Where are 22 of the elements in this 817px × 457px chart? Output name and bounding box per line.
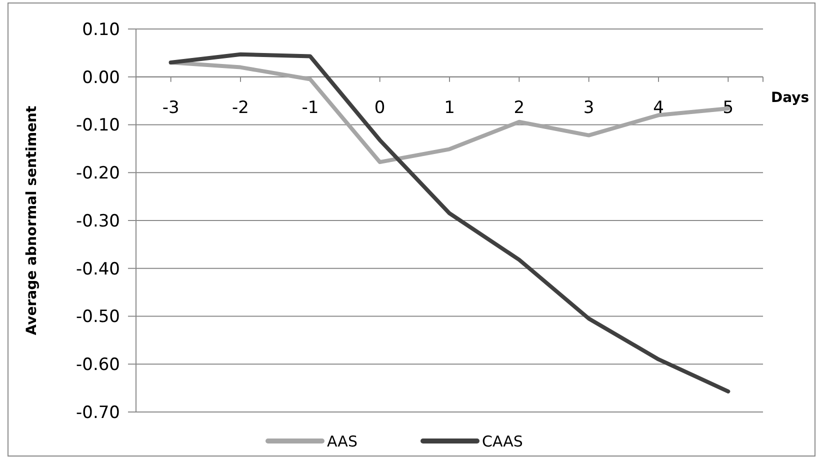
x-tick-label: -1 [302, 98, 319, 118]
x-tick-label: 0 [374, 98, 386, 118]
x-tick-label: 3 [583, 98, 594, 118]
legend-label: CAAS [482, 432, 523, 450]
y-tick-label: -0.50 [76, 307, 120, 328]
x-tick-label: 2 [514, 98, 525, 118]
y-tick-label: -0.30 [76, 211, 120, 232]
y-tick-label: 0.00 [82, 68, 120, 88]
y-tick-label: -0.40 [76, 259, 120, 280]
x-tick-label: 4 [653, 98, 664, 118]
y-tick-label: 0.10 [82, 20, 120, 40]
y-tick-label: -0.70 [76, 402, 120, 423]
y-tick-label: -0.10 [76, 116, 120, 136]
x-tick-label: -2 [232, 98, 249, 118]
x-tick-label: 1 [444, 98, 455, 118]
legend-label: AAS [327, 432, 358, 450]
x-axis-title: Days [771, 90, 810, 106]
x-tick-label: -3 [162, 98, 180, 118]
x-tick-label: 5 [722, 98, 734, 118]
y-tick-label: -0.20 [76, 164, 120, 184]
y-tick-label: -0.60 [76, 355, 120, 376]
y-axis-title: Average abnormal sentiment [24, 106, 40, 336]
